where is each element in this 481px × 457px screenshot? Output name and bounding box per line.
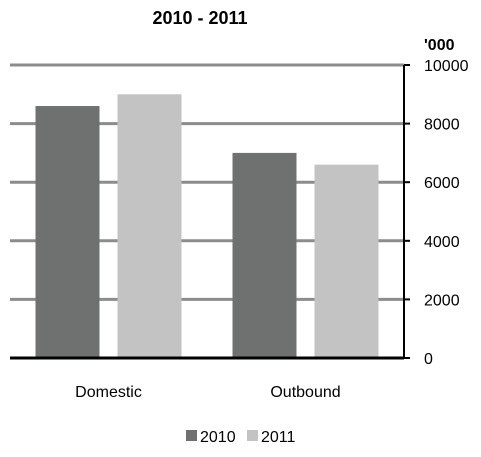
bar-2011-outbound	[314, 164, 379, 358]
y-tick-labels: 0 2000 4000 6000 8000 10000	[424, 58, 469, 368]
y-tick-label: 10000	[424, 58, 469, 75]
bar-2011-domestic	[117, 94, 182, 359]
y-tick-label: 8000	[424, 117, 460, 134]
bar-series	[35, 94, 379, 359]
x-tick-label: Outbound	[270, 384, 340, 401]
chart-title: 2010 - 2011	[152, 8, 247, 28]
y-tick-label: 2000	[424, 292, 460, 309]
bar-2010-outbound	[232, 152, 297, 358]
legend-label-2010: 2010	[200, 429, 236, 446]
y-tick-label: 0	[424, 351, 433, 368]
bar-2010-domestic	[35, 106, 100, 359]
legend-label-2011: 2011	[261, 429, 296, 446]
legend: 2010 2011	[186, 429, 296, 446]
y-tick-label: 6000	[424, 175, 460, 192]
x-tick-label: Domestic	[75, 384, 142, 401]
y-tick-label: 4000	[424, 234, 460, 251]
legend-swatch-2010	[186, 430, 197, 441]
legend-swatch-2011	[247, 430, 258, 441]
x-tick-labels: Domestic Outbound	[75, 384, 340, 401]
axes	[10, 64, 410, 360]
unit-label: '000	[424, 37, 455, 54]
